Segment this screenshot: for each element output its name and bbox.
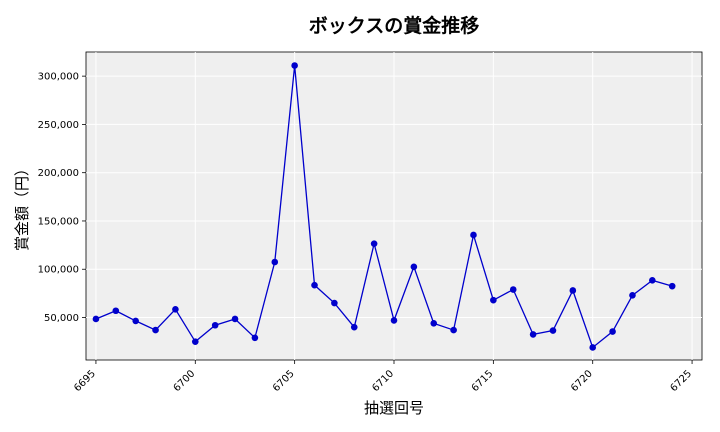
data-point	[490, 296, 497, 304]
y-axis-label: 賞金額（円）	[13, 161, 31, 251]
x-axis-label: 抽選回号	[364, 399, 424, 417]
x-tick-label: 6695	[72, 368, 98, 394]
series-group	[92, 62, 676, 351]
chart-title: ボックスの賞金推移	[309, 14, 479, 37]
data-point	[390, 317, 398, 324]
data-point	[152, 326, 159, 334]
data-point	[331, 299, 338, 307]
data-point	[668, 282, 676, 290]
data-point	[410, 263, 418, 271]
data-point	[589, 344, 597, 351]
data-point	[470, 231, 477, 239]
y-tick-label: 50,000	[44, 313, 79, 324]
y-tick-label: 100,000	[38, 265, 79, 276]
data-point	[132, 317, 139, 325]
data-point	[569, 287, 577, 294]
data-point	[251, 334, 259, 342]
x-axis-ticks: 6695 6700 6705 6710 6715 6720 6725	[72, 360, 694, 394]
data-point	[231, 315, 239, 323]
y-tick-label: 200,000	[38, 168, 79, 179]
data-point	[311, 281, 318, 289]
data-point	[370, 240, 378, 247]
x-tick-label: 6725	[668, 368, 694, 394]
y-tick-label: 300,000	[38, 72, 79, 83]
data-point	[629, 292, 636, 299]
data-point	[509, 286, 517, 293]
data-point	[450, 326, 457, 334]
data-point	[271, 258, 279, 266]
data-point	[430, 320, 438, 327]
data-point	[649, 277, 656, 284]
data-point	[172, 306, 179, 313]
data-point	[191, 338, 199, 345]
x-tick-label: 6705	[271, 368, 297, 394]
data-point	[609, 328, 616, 335]
data-point	[350, 323, 358, 331]
data-point	[112, 307, 120, 315]
data-point	[549, 327, 557, 334]
data-point	[211, 321, 219, 329]
x-tick-label: 6710	[370, 368, 396, 394]
data-point	[529, 331, 537, 338]
data-point	[92, 315, 100, 323]
grid	[86, 52, 702, 360]
x-tick-label: 6720	[569, 368, 595, 394]
y-tick-label: 250,000	[38, 120, 79, 131]
y-tick-label: 150,000	[38, 216, 79, 227]
data-point	[291, 62, 298, 69]
x-tick-label: 6715	[470, 368, 496, 394]
series-line	[95, 65, 673, 349]
x-tick-label: 6700	[172, 368, 198, 394]
y-axis-ticks: 50,000 100,000 150,000 200,000 250,000 300,00…	[38, 72, 86, 324]
